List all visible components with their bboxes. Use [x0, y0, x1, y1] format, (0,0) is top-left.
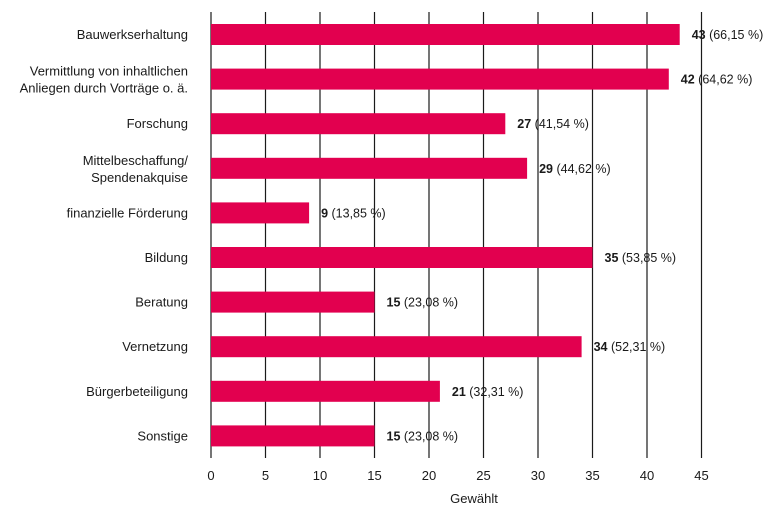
- category-label: Beratung: [135, 295, 188, 310]
- bar: [211, 380, 440, 402]
- data-label: 34 (52,31 %): [594, 340, 666, 354]
- category-labels: Bauwerkserhaltung Vermittlung von inhaltl…: [20, 27, 189, 443]
- x-axis-title: Gewählt: [450, 491, 498, 506]
- bars: [211, 24, 680, 447]
- x-tick-label: 10: [313, 468, 327, 483]
- data-label: 15 (23,08 %): [387, 296, 459, 310]
- x-tick-label: 30: [531, 468, 545, 483]
- x-axis-ticks: 0 5 10 15 20 25 30 35 40 45: [207, 468, 708, 483]
- bar: [211, 247, 593, 268]
- x-tick-label: 45: [694, 468, 708, 483]
- bar: [211, 336, 582, 358]
- x-tick-label: 20: [422, 468, 436, 483]
- bar: [211, 113, 506, 135]
- category-label: Bauwerkserhaltung: [77, 27, 188, 42]
- category-label: Sonstige: [137, 428, 188, 443]
- data-label: 29 (44,62 %): [539, 162, 611, 176]
- category-label: Forschung: [127, 116, 188, 131]
- data-label: 27 (41,54 %): [517, 117, 589, 131]
- data-label: 15 (23,08 %): [387, 429, 459, 443]
- x-tick-label: 15: [367, 468, 381, 483]
- x-tick-label: 35: [585, 468, 599, 483]
- category-label: Vernetzung: [122, 339, 188, 354]
- data-label: 21 (32,31 %): [452, 385, 524, 399]
- bar: [211, 425, 375, 447]
- x-tick-label: 0: [207, 468, 214, 483]
- value-labels: 43 (66,15 %) 42 (64,62 %) 27 (41,54 %) 29 (…: [321, 28, 763, 443]
- bar: [211, 68, 669, 90]
- bar: [211, 202, 310, 224]
- category-label: Bürgerbeteiligung: [86, 384, 188, 399]
- x-tick-label: 5: [262, 468, 269, 483]
- category-label: finanzielle Förderung: [67, 205, 188, 220]
- category-label: Vermittlung von inhaltlichen Anliegen dur…: [20, 64, 188, 96]
- bar: [211, 24, 680, 45]
- category-label: Mittelbeschaffung/Spendenakquise: [83, 153, 189, 185]
- bar: [211, 291, 375, 313]
- x-tick-label: 25: [476, 468, 490, 483]
- data-label: 43 (66,15 %): [692, 28, 764, 42]
- data-label: 9 (13,85 %): [321, 206, 386, 220]
- category-label: Bildung: [145, 250, 188, 265]
- data-label: 35 (53,85 %): [605, 251, 677, 265]
- bar: [211, 157, 528, 179]
- data-label: 42 (64,62 %): [681, 73, 753, 87]
- x-tick-label: 40: [640, 468, 654, 483]
